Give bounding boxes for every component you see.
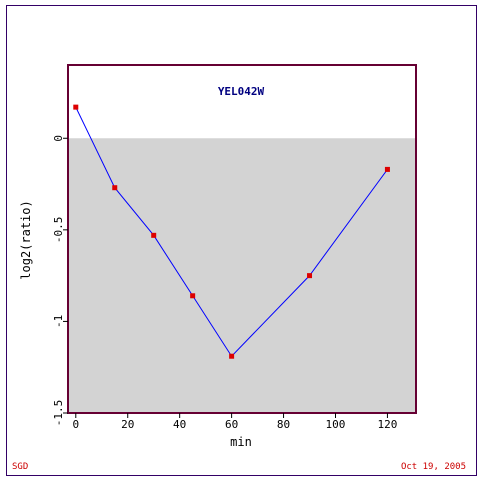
data-point	[384, 166, 390, 172]
footer-left: SGD	[12, 462, 28, 472]
x-axis: 0 20 40 60 80 100 120	[72, 413, 397, 431]
y-axis-label: log2(ratio)	[19, 200, 33, 279]
shaded-region	[68, 138, 416, 413]
x-tick-label: 0	[72, 418, 79, 431]
x-tick-label: 20	[121, 418, 134, 431]
data-point	[73, 104, 79, 110]
x-tick-label: 100	[326, 418, 346, 431]
footer-right: Oct 19, 2005	[401, 462, 466, 472]
y-axis: 0 -0.5 -1 -1.5	[52, 135, 68, 426]
data-point	[151, 232, 157, 238]
x-tick-label: 40	[173, 418, 186, 431]
data-point	[190, 293, 196, 299]
y-tick-label: -1	[52, 315, 65, 328]
plot-border	[67, 64, 417, 414]
x-tick-label: 60	[225, 418, 238, 431]
data-point	[229, 353, 235, 359]
x-axis-label: min	[230, 435, 252, 449]
data-point	[112, 185, 118, 191]
series-layer	[73, 104, 390, 359]
x-tick-label: 120	[377, 418, 397, 431]
chart-title: YEL042W	[218, 85, 265, 98]
y-tick-label: 0	[52, 135, 65, 142]
data-point	[307, 273, 313, 279]
y-tick-label: -1.5	[52, 400, 65, 427]
x-tick-label: 80	[277, 418, 290, 431]
y-tick-label: -0.5	[52, 217, 65, 244]
